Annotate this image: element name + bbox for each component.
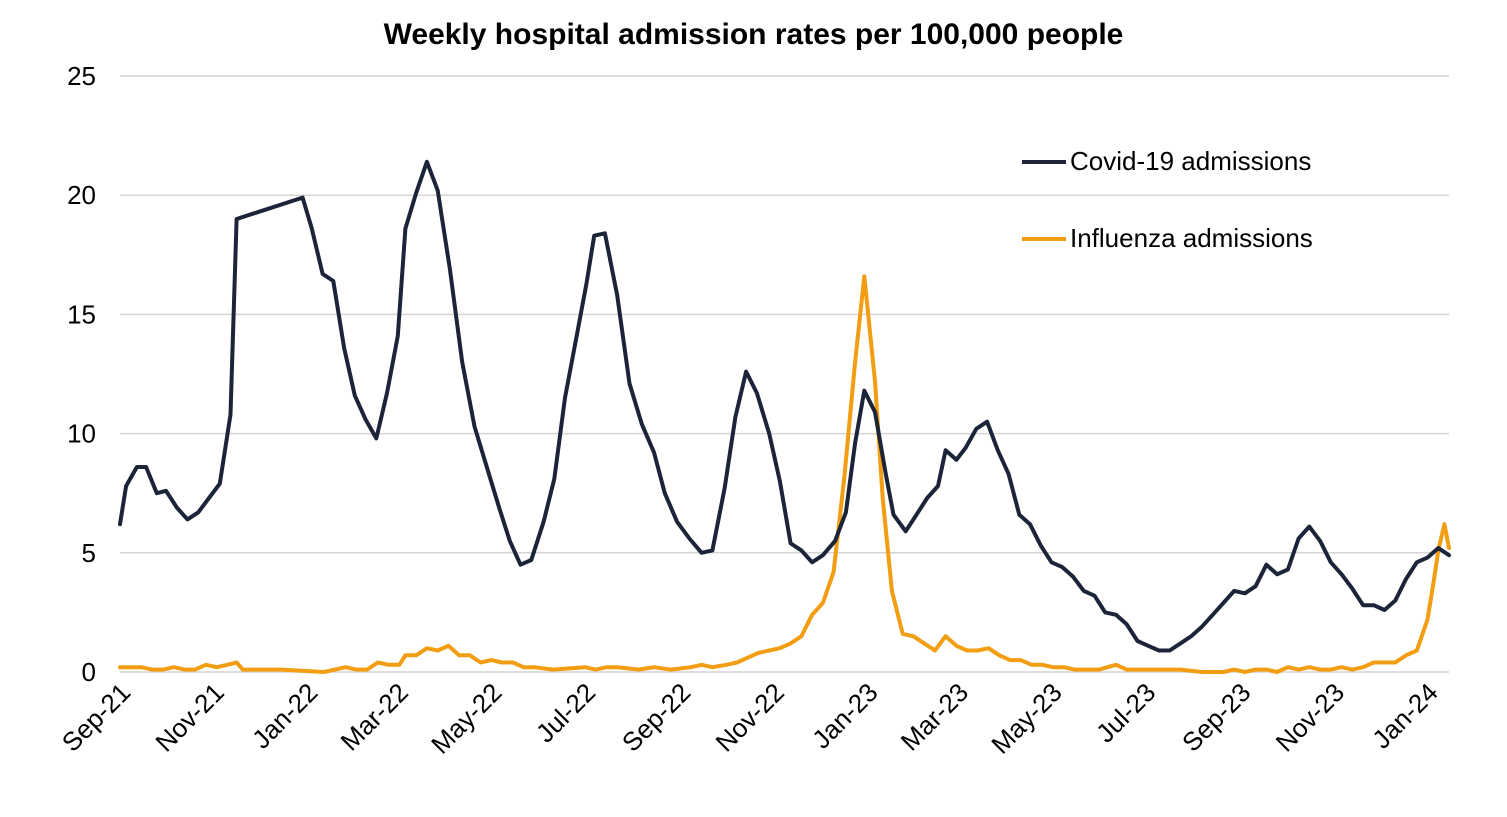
y-tick-label: 0 [82,657,96,687]
x-tick-label: Mar-22 [335,677,414,756]
series-line-influenza [118,274,1451,674]
y-tick-label: 15 [67,299,96,329]
y-tick-label: 5 [82,538,96,568]
y-tick-label: 25 [67,61,96,91]
y-tick-label: 10 [67,419,96,449]
x-tick-label: Nov-23 [1270,677,1350,757]
legend-label-covid: Covid-19 admissions [1070,146,1312,176]
gridlines [120,75,1449,673]
x-tick-label: May-23 [985,677,1068,760]
y-axis: 0 5 10 15 20 25 [67,61,96,687]
x-tick-label: May-22 [425,677,508,760]
legend-label-influenza: Influenza admissions [1070,223,1313,253]
x-axis: Sep-21 Nov-21 Jan-22 Mar-22 May-22 Jul-22 Sep-… [56,677,1444,760]
x-tick-label: Jan-24 [1366,677,1443,754]
x-tick-label: Mar-23 [895,677,974,756]
legend-swatch-covid [1022,159,1066,164]
x-tick-label: Sep-21 [56,677,136,757]
legend-swatch-influenza [1022,236,1066,241]
y-tick-label: 20 [67,180,96,210]
x-tick-label: Jul-22 [530,677,601,748]
x-tick-label: Jan-23 [806,677,883,754]
x-tick-label: Jan-22 [246,677,323,754]
x-tick-label: Nov-21 [149,677,229,757]
chart-title: Weekly hospital admission rates per 100,… [383,18,1124,51]
series-lines [118,159,1451,674]
x-tick-label: Sep-23 [1176,677,1256,757]
legend-item-covid: Covid-19 admissions [1022,146,1311,177]
x-tick-label: Nov-22 [710,677,790,757]
series-line-covid [118,159,1451,653]
legend-item-influenza: Influenza admissions [1022,223,1313,254]
x-tick-label: Sep-22 [616,677,696,757]
x-tick-label: Jul-23 [1090,677,1161,748]
